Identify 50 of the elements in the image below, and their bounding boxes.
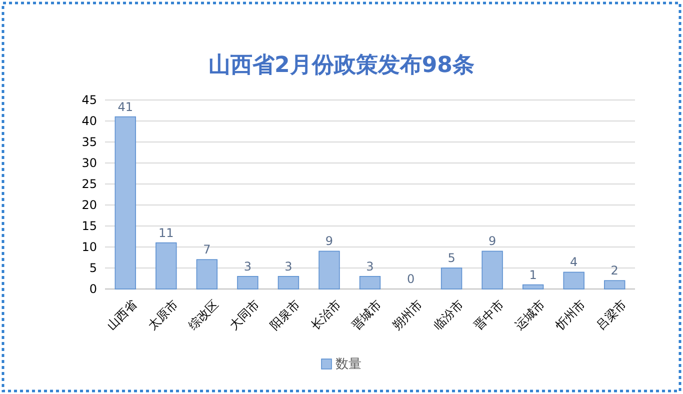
y-tick-label: 45 bbox=[82, 93, 97, 107]
bar bbox=[196, 259, 218, 290]
bar bbox=[563, 272, 584, 290]
data-label: 4 bbox=[570, 255, 578, 270]
data-label: 41 bbox=[118, 100, 134, 114]
x-tick-label: 临汾市 bbox=[430, 297, 466, 333]
x-tick-label: 忻州市 bbox=[552, 297, 588, 334]
y-tick-label: 25 bbox=[82, 177, 97, 191]
data-label: 2 bbox=[610, 264, 618, 278]
y-tick-label: 20 bbox=[82, 198, 97, 212]
x-tick-label: 太原市 bbox=[145, 297, 180, 333]
bar bbox=[482, 250, 503, 290]
x-tick-label: 综改区 bbox=[186, 297, 222, 333]
bar bbox=[114, 116, 136, 290]
x-tick-label: 运城市 bbox=[512, 297, 548, 333]
bar bbox=[440, 268, 462, 290]
y-tick-label: 15 bbox=[82, 219, 97, 233]
bar bbox=[237, 276, 258, 290]
bar bbox=[522, 284, 544, 290]
y-tick-label: 40 bbox=[82, 114, 97, 128]
y-tick-label: 0 bbox=[89, 282, 97, 296]
data-label: 9 bbox=[325, 234, 334, 248]
data-label: 3 bbox=[284, 259, 292, 274]
data-label: 11 bbox=[158, 226, 174, 240]
x-tick-label: 大同市 bbox=[226, 297, 262, 333]
x-tick-label: 阳泉市 bbox=[267, 297, 303, 333]
x-tick-label: 晋中市 bbox=[471, 297, 507, 333]
y-tick-label: 10 bbox=[82, 240, 97, 254]
chart-title: 山西省2月份政策发布98条 bbox=[208, 53, 474, 78]
data-label: 3 bbox=[244, 259, 252, 274]
bar bbox=[318, 250, 340, 290]
bar bbox=[278, 276, 300, 290]
data-label: 3 bbox=[366, 259, 374, 274]
x-tick-label: 晋城市 bbox=[348, 297, 384, 333]
data-label: 0 bbox=[406, 272, 415, 286]
data-label: 5 bbox=[448, 251, 456, 265]
y-tick-label: 35 bbox=[82, 135, 97, 149]
bar bbox=[156, 242, 177, 290]
x-tick-label: 山西省 bbox=[104, 297, 140, 333]
y-tick-label: 5 bbox=[89, 261, 97, 275]
data-label: 1 bbox=[529, 268, 537, 282]
x-tick-label: 长治市 bbox=[308, 297, 344, 333]
data-label: 7 bbox=[203, 242, 211, 257]
y-tick-label: 30 bbox=[82, 156, 97, 170]
data-label: 9 bbox=[488, 234, 496, 248]
x-tick-label: 朔州市 bbox=[390, 297, 426, 333]
bar bbox=[604, 280, 626, 290]
x-tick-label: 吕梁市 bbox=[594, 297, 629, 333]
legend-label: 数量 bbox=[336, 357, 362, 372]
bar bbox=[359, 276, 381, 290]
